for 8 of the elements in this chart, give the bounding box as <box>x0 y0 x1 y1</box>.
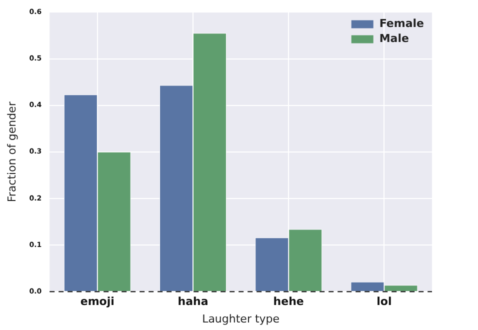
x-tick-label: haha <box>178 295 208 308</box>
x-axis-title: Laughter type <box>202 312 280 326</box>
x-tick-label: emoji <box>80 295 114 308</box>
y-axis-title: Fraction of gender <box>5 101 18 202</box>
x-tick-label: lol <box>376 295 392 308</box>
x-tick-label: hehe <box>273 295 304 308</box>
legend-label: Female <box>379 17 424 30</box>
legend-label: Male <box>379 32 409 46</box>
